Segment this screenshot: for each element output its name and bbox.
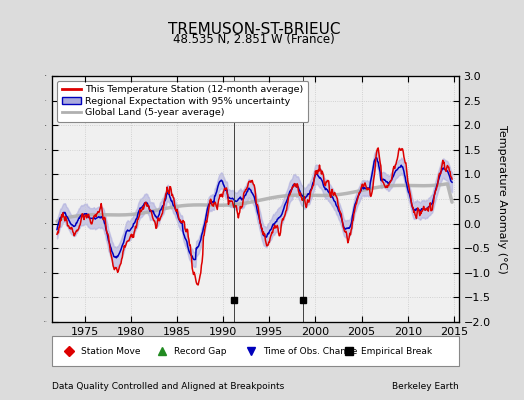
Text: Station Move: Station Move (81, 346, 140, 356)
Y-axis label: Temperature Anomaly (°C): Temperature Anomaly (°C) (497, 125, 507, 273)
Text: Data Quality Controlled and Aligned at Breakpoints: Data Quality Controlled and Aligned at B… (52, 382, 285, 391)
FancyBboxPatch shape (52, 336, 458, 366)
Text: Berkeley Earth: Berkeley Earth (392, 382, 458, 391)
Text: 48.535 N, 2.851 W (France): 48.535 N, 2.851 W (France) (173, 33, 335, 46)
Text: TREMUSON-ST-BRIEUC: TREMUSON-ST-BRIEUC (168, 22, 341, 37)
Legend: This Temperature Station (12-month average), Regional Expectation with 95% uncer: This Temperature Station (12-month avera… (57, 81, 309, 122)
Text: Empirical Break: Empirical Break (361, 346, 432, 356)
Text: Time of Obs. Change: Time of Obs. Change (264, 346, 358, 356)
Text: Record Gap: Record Gap (174, 346, 227, 356)
